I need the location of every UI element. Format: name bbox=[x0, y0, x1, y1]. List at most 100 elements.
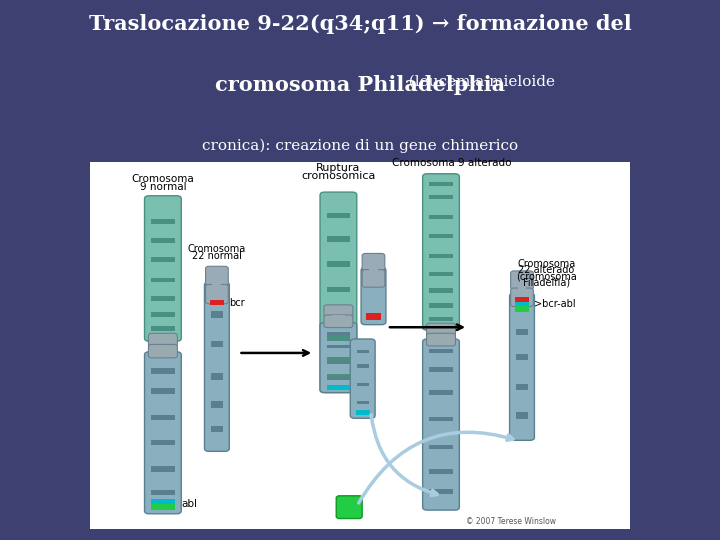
Text: © 2007 Terese Winslow: © 2007 Terese Winslow bbox=[467, 517, 557, 526]
FancyBboxPatch shape bbox=[148, 333, 177, 347]
Bar bbox=[516, 354, 528, 360]
Bar bbox=[151, 504, 175, 510]
Text: Cromosoma 9 alterado: Cromosoma 9 alterado bbox=[392, 158, 511, 168]
Bar bbox=[210, 300, 224, 305]
Bar bbox=[327, 236, 351, 242]
FancyBboxPatch shape bbox=[361, 267, 386, 325]
Bar bbox=[151, 415, 175, 420]
Text: bcr: bcr bbox=[229, 298, 244, 308]
FancyBboxPatch shape bbox=[423, 339, 459, 510]
Bar bbox=[515, 297, 529, 302]
Bar bbox=[429, 272, 453, 276]
Bar bbox=[516, 384, 528, 390]
Text: 22 normal: 22 normal bbox=[192, 251, 242, 261]
Bar bbox=[429, 288, 453, 293]
Bar bbox=[435, 334, 447, 335]
FancyBboxPatch shape bbox=[362, 253, 384, 271]
FancyBboxPatch shape bbox=[90, 162, 630, 529]
Bar bbox=[518, 287, 526, 290]
Text: cronica): creazione di un gene chimerico: cronica): creazione di un gene chimerico bbox=[202, 139, 518, 153]
Bar bbox=[151, 256, 175, 261]
Bar bbox=[429, 469, 453, 474]
Bar bbox=[429, 390, 453, 395]
Bar bbox=[515, 302, 529, 307]
Text: Ruptura: Ruptura bbox=[316, 163, 361, 173]
Bar bbox=[327, 374, 351, 380]
Bar bbox=[429, 181, 453, 186]
Bar bbox=[357, 364, 369, 368]
Bar bbox=[366, 313, 380, 320]
Text: cromosómica: cromosómica bbox=[301, 171, 376, 180]
Text: 22 alterado: 22 alterado bbox=[518, 265, 575, 275]
Text: Filadelfia): Filadelfia) bbox=[523, 278, 570, 287]
Text: cromosoma Philadelphia: cromosoma Philadelphia bbox=[215, 75, 505, 95]
Bar bbox=[151, 388, 175, 394]
Bar bbox=[151, 490, 175, 495]
Bar bbox=[327, 345, 351, 348]
Bar bbox=[327, 377, 351, 380]
FancyBboxPatch shape bbox=[426, 323, 456, 336]
FancyBboxPatch shape bbox=[423, 174, 459, 330]
FancyBboxPatch shape bbox=[206, 285, 228, 303]
Bar bbox=[516, 329, 528, 335]
Bar bbox=[429, 214, 453, 219]
Bar bbox=[429, 195, 453, 199]
FancyBboxPatch shape bbox=[320, 322, 357, 393]
FancyBboxPatch shape bbox=[336, 496, 362, 518]
FancyBboxPatch shape bbox=[324, 305, 353, 318]
FancyBboxPatch shape bbox=[320, 192, 357, 393]
Bar bbox=[357, 383, 369, 386]
FancyBboxPatch shape bbox=[426, 333, 456, 346]
Bar bbox=[429, 303, 453, 308]
Bar bbox=[327, 213, 351, 218]
Bar bbox=[157, 345, 169, 347]
Bar bbox=[211, 426, 223, 432]
Bar bbox=[212, 284, 221, 287]
Bar bbox=[429, 445, 453, 449]
Bar bbox=[516, 413, 528, 418]
Bar bbox=[151, 219, 175, 224]
FancyBboxPatch shape bbox=[145, 352, 181, 514]
Bar bbox=[327, 356, 351, 362]
Bar bbox=[429, 234, 453, 239]
Text: 9 normal: 9 normal bbox=[140, 181, 186, 192]
Bar bbox=[515, 306, 529, 312]
Bar bbox=[357, 401, 369, 404]
Bar bbox=[429, 367, 453, 372]
Text: (leucemia mieloide: (leucemia mieloide bbox=[165, 75, 555, 89]
Bar bbox=[327, 312, 351, 318]
Bar bbox=[151, 278, 175, 282]
Bar bbox=[429, 317, 453, 321]
Bar bbox=[357, 349, 369, 353]
Bar bbox=[151, 296, 175, 301]
FancyBboxPatch shape bbox=[510, 271, 534, 289]
FancyBboxPatch shape bbox=[324, 315, 353, 328]
Bar bbox=[429, 349, 453, 354]
Text: Traslocazione 9-22(q34;q11) → formazione del: Traslocazione 9-22(q34;q11) → formazione… bbox=[89, 14, 631, 34]
Text: Cromosoma: Cromosoma bbox=[132, 174, 194, 184]
Text: abl: abl bbox=[181, 500, 197, 509]
Bar bbox=[332, 315, 345, 317]
Bar bbox=[327, 287, 351, 292]
Bar bbox=[211, 373, 223, 380]
FancyBboxPatch shape bbox=[510, 288, 534, 307]
FancyBboxPatch shape bbox=[204, 282, 229, 451]
Bar bbox=[327, 385, 351, 390]
Bar bbox=[151, 239, 175, 244]
Text: >bcr-abl: >bcr-abl bbox=[534, 300, 575, 309]
Bar bbox=[151, 313, 175, 318]
Text: Cromosoma: Cromosoma bbox=[188, 244, 246, 254]
FancyBboxPatch shape bbox=[510, 293, 534, 440]
Bar bbox=[151, 467, 175, 472]
FancyBboxPatch shape bbox=[206, 266, 228, 286]
Bar bbox=[327, 261, 351, 267]
Text: (cromosoma: (cromosoma bbox=[516, 271, 577, 281]
FancyBboxPatch shape bbox=[145, 196, 181, 341]
Bar bbox=[356, 410, 369, 415]
Bar bbox=[369, 269, 378, 272]
Bar bbox=[211, 311, 223, 318]
Bar bbox=[151, 440, 175, 445]
Bar bbox=[327, 333, 351, 335]
Bar bbox=[429, 417, 453, 421]
FancyBboxPatch shape bbox=[148, 345, 177, 358]
